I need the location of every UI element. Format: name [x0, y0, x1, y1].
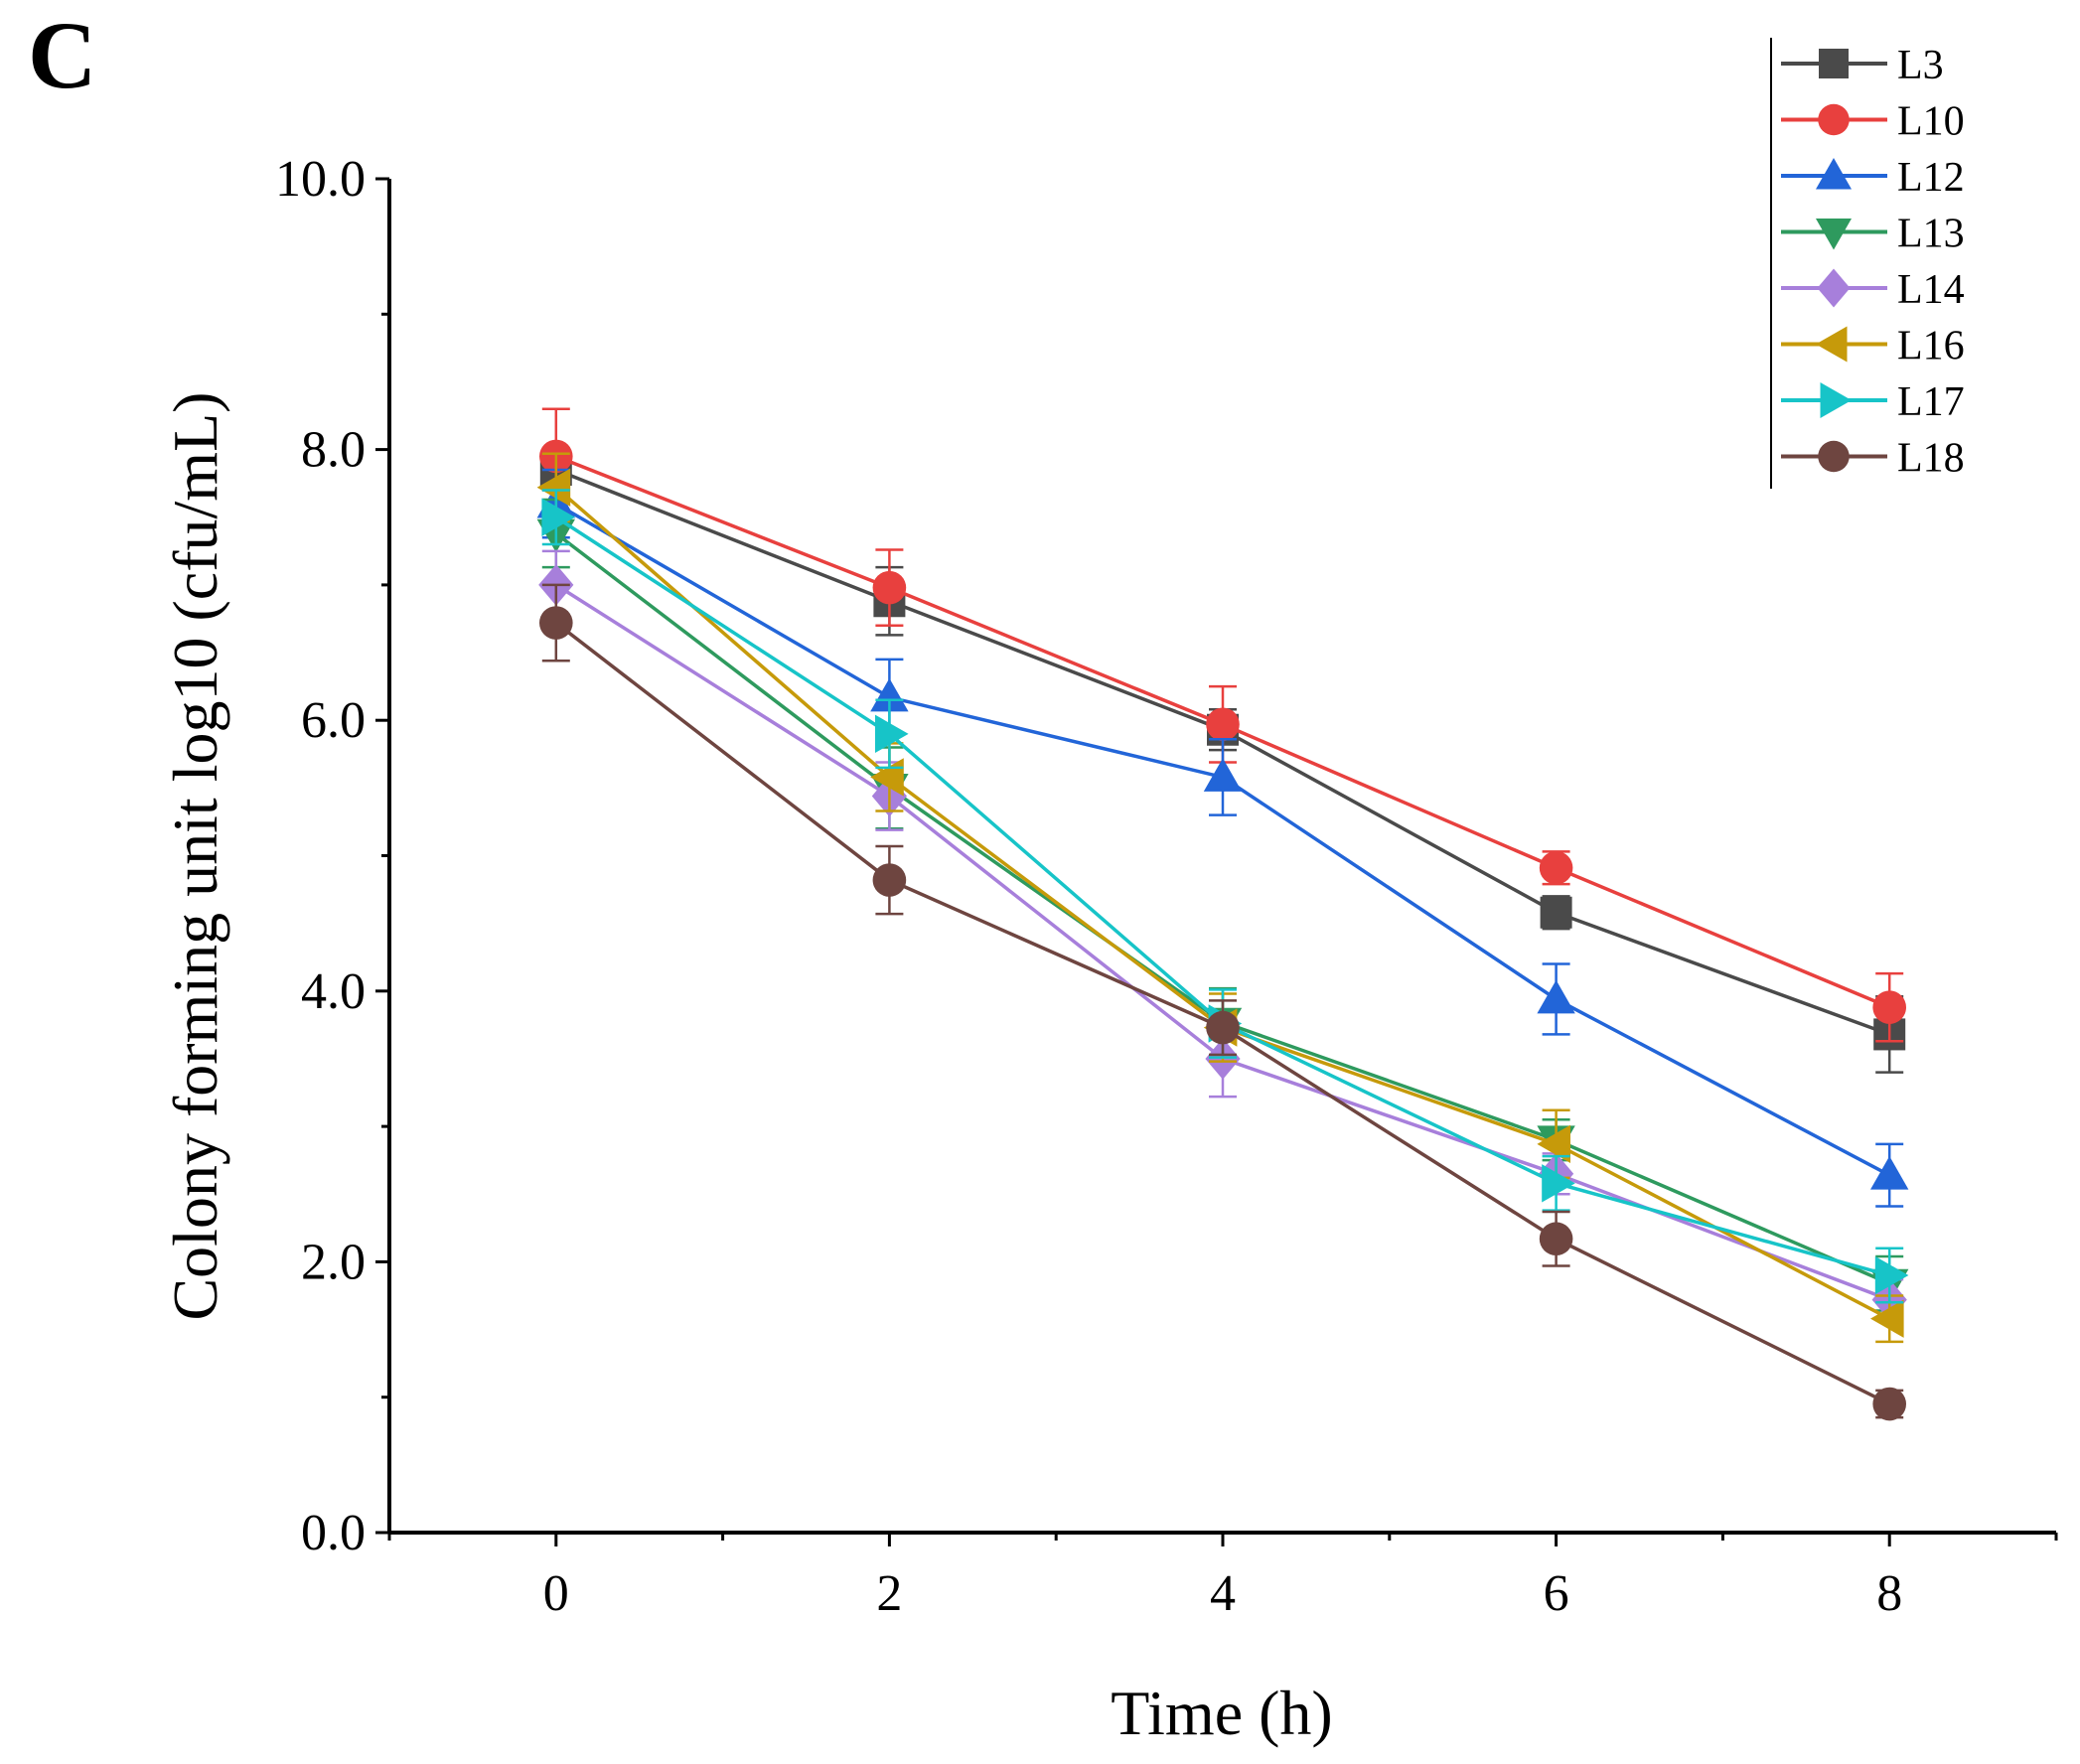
legend-item-l14: L14 — [1781, 267, 1965, 313]
y-tick-label: 10.0 — [275, 151, 366, 208]
data-point-l16 — [536, 468, 571, 507]
data-point-l3 — [1540, 896, 1572, 929]
x-tick-label: 0 — [543, 1565, 569, 1622]
legend-label-l3: L3 — [1897, 43, 1944, 88]
y-tick-label: 2.0 — [301, 1234, 366, 1290]
series-line-l17 — [554, 515, 1890, 1277]
series-l14 — [538, 549, 1907, 1322]
legend-item-l12: L12 — [1781, 155, 1965, 201]
plot-area — [536, 407, 1909, 1421]
series-l10 — [539, 407, 1906, 1043]
data-point-l17 — [875, 714, 909, 754]
axes: 0.0 2.0 4.0 6.0 8.0 10.0 0 2 4 6 8 — [275, 151, 2058, 1622]
legend-item-l18: L18 — [1781, 436, 1965, 482]
series-line-l16 — [554, 486, 1891, 1321]
data-point-l12 — [1537, 979, 1575, 1014]
data-point-l18 — [1872, 1387, 1906, 1421]
data-point-l12 — [870, 677, 909, 712]
series-l16 — [536, 452, 1904, 1344]
legend-label-l10: L10 — [1897, 99, 1965, 145]
legend-label-l16: L16 — [1897, 324, 1965, 369]
legend-marker-l3 — [1819, 49, 1849, 78]
data-point-l16 — [1537, 1124, 1570, 1164]
x-axis-title: Time (h) — [1111, 1678, 1332, 1748]
legend-label-l13: L13 — [1897, 212, 1965, 257]
data-point-l18 — [1206, 1010, 1240, 1045]
legend-marker-l18 — [1818, 440, 1850, 473]
y-tick-label: 6.0 — [301, 692, 366, 749]
legend-item-l17: L17 — [1781, 379, 1965, 425]
y-tick-label: 0.0 — [301, 1505, 366, 1561]
x-tick-label: 6 — [1544, 1565, 1569, 1622]
x-tick-label: 2 — [876, 1565, 902, 1622]
legend-marker-l17 — [1820, 382, 1852, 418]
legend: L3 L10 L12 L13 L14 L16 L17 L18 — [1770, 38, 1965, 489]
data-point-l10 — [1539, 850, 1573, 885]
data-point-l17 — [541, 498, 575, 536]
legend-item-l13: L13 — [1781, 212, 1965, 257]
data-point-l12 — [1203, 758, 1243, 792]
y-tick-label: 4.0 — [301, 963, 366, 1020]
legend-marker-l12 — [1816, 158, 1852, 190]
data-point-l17 — [1542, 1164, 1575, 1203]
y-tick-label: 8.0 — [301, 422, 366, 479]
x-tick-label: 8 — [1876, 1565, 1902, 1622]
y-axis-title: Colony forming unit log10 (cfu/mL) — [160, 392, 230, 1321]
series-l17 — [541, 489, 1909, 1304]
data-point-l10 — [1206, 707, 1240, 742]
data-point-l10 — [872, 570, 907, 605]
data-point-l18 — [539, 606, 573, 640]
data-point-l17 — [1874, 1255, 1909, 1295]
data-point-l16 — [1870, 1299, 1904, 1338]
legend-marker-l13 — [1816, 219, 1852, 250]
x-ticks: 0 2 4 6 8 — [387, 1533, 2058, 1622]
series-l13 — [536, 498, 1909, 1312]
legend-marker-l16 — [1816, 326, 1848, 363]
series-l18 — [539, 583, 1906, 1421]
legend-label-l17: L17 — [1897, 379, 1965, 425]
data-point-l18 — [1539, 1222, 1573, 1256]
legend-item-l16: L16 — [1781, 324, 1965, 369]
x-tick-label: 4 — [1210, 1565, 1236, 1622]
data-point-l10 — [1872, 990, 1906, 1024]
legend-label-l12: L12 — [1897, 155, 1965, 201]
data-point-l18 — [872, 863, 907, 897]
y-ticks: 0.0 2.0 4.0 6.0 8.0 10.0 — [275, 151, 389, 1561]
legend-item-l3: L3 — [1781, 43, 1944, 88]
panel-label: C — [28, 2, 96, 108]
legend-label-l18: L18 — [1897, 436, 1965, 482]
data-point-l12 — [1870, 1155, 1909, 1190]
legend-item-l10: L10 — [1781, 99, 1965, 145]
legend-marker-l14 — [1817, 268, 1851, 308]
legend-label-l14: L14 — [1897, 267, 1965, 313]
legend-marker-l10 — [1818, 103, 1850, 136]
